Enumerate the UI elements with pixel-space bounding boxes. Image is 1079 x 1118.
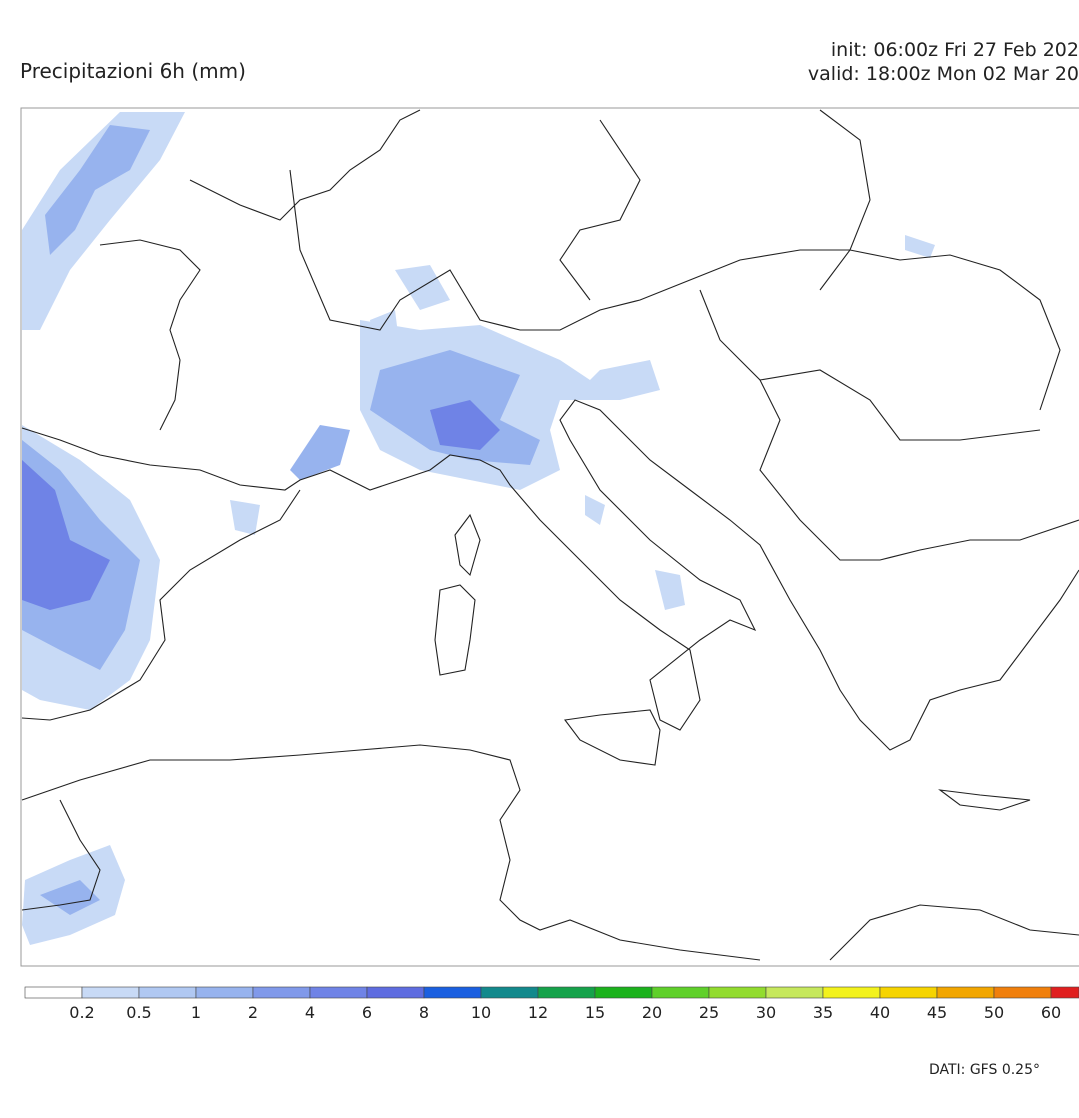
init-time: init: 06:00z Fri 27 Feb 202 [831, 39, 1079, 61]
data-source: DATI: GFS 0.25° [929, 1062, 1040, 1078]
colorbar-label: 35 [813, 1003, 833, 1022]
colorbar-swatch [651, 986, 710, 999]
colorbar-label: 8 [419, 1003, 429, 1022]
colorbar-swatch [24, 986, 83, 999]
colorbar-swatch [195, 986, 254, 999]
title: Precipitazioni 6h (mm) [20, 59, 246, 83]
colorbar-swatch [423, 986, 482, 999]
colorbar-label: 25 [699, 1003, 719, 1022]
colorbar-label: 60 [1041, 1003, 1061, 1022]
colorbar-swatch [1050, 986, 1079, 999]
map [20, 107, 1079, 967]
colorbar-swatch [879, 986, 938, 999]
valid-time: valid: 18:00z Mon 02 Mar 20 [808, 63, 1079, 85]
colorbar-swatch [708, 986, 767, 999]
colorbar-swatch [138, 986, 197, 999]
colorbar-swatch [822, 986, 881, 999]
colorbar-label: 45 [927, 1003, 947, 1022]
colorbar-label: 20 [642, 1003, 662, 1022]
colorbar-swatch [81, 986, 140, 999]
colorbar-label: 2 [248, 1003, 258, 1022]
colorbar-label: 50 [984, 1003, 1004, 1022]
colorbar: 0.2 0.5 1 2 4 6 8 10 12 15 20 25 30 35 40 45 50 60 [24, 986, 1079, 1022]
colorbar-swatch [993, 986, 1052, 999]
colorbar-swatch [594, 986, 653, 999]
colorbar-swatch [309, 986, 368, 999]
colorbar-swatch [936, 986, 995, 999]
colorbar-swatch [366, 986, 425, 999]
colorbar-swatch [480, 986, 539, 999]
colorbar-label: 10 [471, 1003, 491, 1022]
colorbar-swatch [252, 986, 311, 999]
colorbar-swatch [537, 986, 596, 999]
colorbar-label: 0.5 [126, 1003, 151, 1022]
colorbar-label: 15 [585, 1003, 605, 1022]
colorbar-label: 1 [191, 1003, 201, 1022]
colorbar-label: 30 [756, 1003, 776, 1022]
colorbar-label: 40 [870, 1003, 890, 1022]
coastlines [21, 109, 1079, 961]
colorbar-label: 4 [305, 1003, 315, 1022]
colorbar-label: 12 [528, 1003, 548, 1022]
precipitation [22, 112, 935, 945]
colorbar-label: 6 [362, 1003, 372, 1022]
map-frame [20, 107, 1079, 967]
colorbar-label: 0.2 [69, 1003, 94, 1022]
colorbar-swatch [765, 986, 824, 999]
